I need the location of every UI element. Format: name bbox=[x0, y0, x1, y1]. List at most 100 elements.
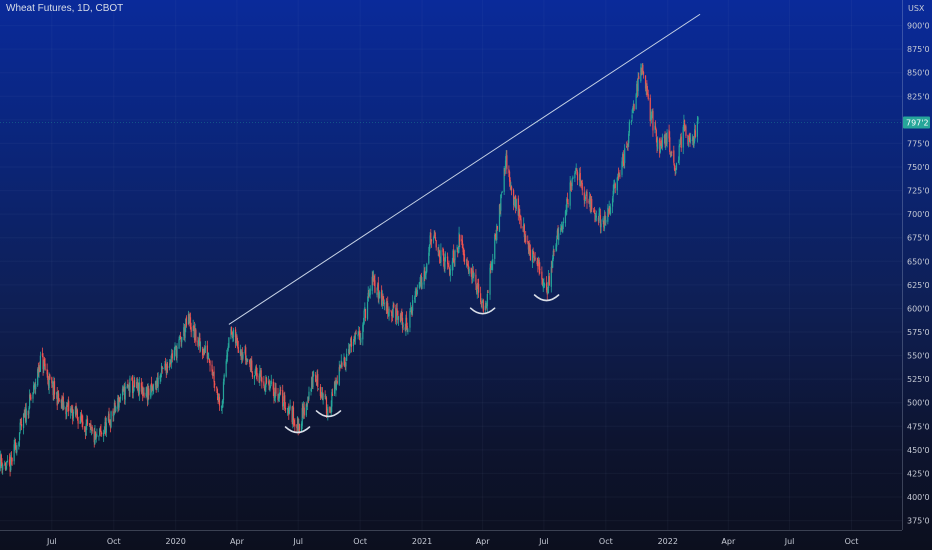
candle-body-up bbox=[313, 374, 315, 376]
candle-body-up bbox=[574, 171, 577, 174]
candle-body-down bbox=[640, 67, 643, 75]
candle-body-up bbox=[654, 125, 656, 130]
candle-body-up bbox=[595, 215, 597, 218]
candle-body-down bbox=[567, 203, 569, 205]
candle-body-up bbox=[222, 381, 225, 400]
candle-body-up bbox=[412, 300, 414, 311]
candle-body-down bbox=[127, 385, 129, 387]
candle-body-down bbox=[674, 167, 676, 172]
candle-body-down bbox=[56, 393, 58, 406]
candle-body-down bbox=[424, 271, 426, 276]
candle-body-up bbox=[562, 224, 564, 233]
candle-body-up bbox=[63, 405, 65, 410]
candle-body-down bbox=[234, 329, 237, 344]
candle-body-down bbox=[406, 325, 408, 331]
chart-title: Wheat Futures, 1D, CBOT bbox=[6, 3, 124, 14]
candle-body-down bbox=[583, 192, 585, 201]
candle-body-up bbox=[241, 354, 243, 358]
time-axis[interactable]: Jul Oct 2020 Apr Jul Oct 2021 Apr Jul Oct 2022 Apr J… bbox=[0, 530, 902, 547]
candle-body-up bbox=[22, 413, 25, 429]
candle-body-up bbox=[340, 360, 342, 366]
candle-body-up bbox=[127, 385, 130, 387]
candle-body-down bbox=[673, 164, 676, 170]
candle-body-up bbox=[617, 174, 619, 178]
candle-body-down bbox=[665, 138, 668, 144]
candle-body-down bbox=[477, 285, 479, 287]
candle-body-down bbox=[694, 130, 696, 138]
candle-body-down bbox=[619, 175, 621, 177]
candle-body-up bbox=[366, 302, 369, 320]
candle-body-up bbox=[379, 291, 381, 299]
candle-body-down bbox=[108, 413, 110, 421]
candle-body-down bbox=[358, 331, 361, 338]
candle-body-up bbox=[590, 201, 592, 210]
candle-body-down bbox=[57, 393, 60, 400]
candle-body-down bbox=[138, 382, 140, 396]
candle-body-up bbox=[471, 269, 474, 279]
candle-body-down bbox=[687, 135, 689, 145]
candle-body-down bbox=[213, 371, 215, 382]
candle-body-down bbox=[230, 327, 233, 335]
candle-body-up bbox=[137, 383, 139, 388]
candle-body-up bbox=[312, 376, 314, 388]
candle-body-up bbox=[43, 361, 45, 370]
bottom-arc-marker bbox=[533, 294, 560, 302]
candle-body-up bbox=[585, 196, 587, 200]
candle-body-down bbox=[344, 363, 346, 366]
candle-body-down bbox=[280, 390, 282, 391]
candle-body-up bbox=[13, 444, 15, 462]
candle-body-down bbox=[593, 211, 595, 213]
candle-body-down bbox=[689, 137, 691, 142]
candle-body-up bbox=[490, 267, 492, 270]
candle-body-down bbox=[649, 97, 651, 122]
candle-body-down bbox=[23, 414, 25, 416]
candle-body-down bbox=[81, 419, 83, 423]
candle-body-down bbox=[109, 423, 111, 428]
candle-body-up bbox=[331, 392, 333, 407]
time-tick-label: Oct bbox=[599, 537, 613, 546]
candle-body-down bbox=[251, 360, 253, 371]
candle-body-up bbox=[635, 94, 637, 110]
candle-body-up bbox=[419, 282, 421, 284]
candle-body-down bbox=[150, 383, 153, 391]
candle-body-down bbox=[193, 325, 195, 329]
candle-body-up bbox=[232, 329, 235, 338]
candle-body-down bbox=[179, 335, 181, 338]
candle-body-down bbox=[541, 271, 543, 280]
candle-body-down bbox=[202, 353, 204, 355]
candle-body-up bbox=[60, 399, 62, 403]
time-tick-label: Apr bbox=[721, 537, 736, 546]
candle-body-up bbox=[562, 222, 565, 224]
candle-body-up bbox=[416, 289, 418, 294]
candle-body-up bbox=[308, 391, 310, 400]
candle-body-down bbox=[397, 310, 399, 320]
candle-body-up bbox=[429, 235, 431, 246]
candle-body-down bbox=[49, 374, 51, 379]
candle-body-down bbox=[430, 233, 432, 238]
candle-body-down bbox=[453, 250, 455, 262]
candle-body-up bbox=[340, 364, 342, 368]
price-axis[interactable]: 375'0 400'0 425'0 450'0 475'0 500'0 525'0 550'0… bbox=[902, 0, 931, 530]
candle-body-up bbox=[267, 381, 270, 385]
candle-body-down bbox=[53, 381, 56, 395]
candle-body-down bbox=[404, 327, 406, 330]
candle-body-down bbox=[319, 386, 322, 396]
candle-body-down bbox=[211, 364, 213, 372]
candle-body-down bbox=[143, 392, 145, 397]
candle-body-up bbox=[162, 367, 164, 369]
candle-body-up bbox=[595, 216, 597, 220]
candle-body-down bbox=[461, 240, 464, 249]
candle-body-up bbox=[555, 244, 557, 251]
candle-body-down bbox=[86, 418, 89, 425]
candle-body-down bbox=[391, 314, 394, 316]
candle-body-down bbox=[296, 424, 298, 429]
candle-body-down bbox=[206, 345, 208, 359]
candle-body-down bbox=[589, 194, 591, 211]
candle-body-up bbox=[388, 308, 390, 317]
candle-body-down bbox=[513, 190, 515, 206]
candle-body-up bbox=[609, 207, 612, 215]
candle-body-down bbox=[37, 367, 39, 374]
candle-body-up bbox=[154, 381, 157, 386]
candle-body-up bbox=[510, 184, 512, 187]
